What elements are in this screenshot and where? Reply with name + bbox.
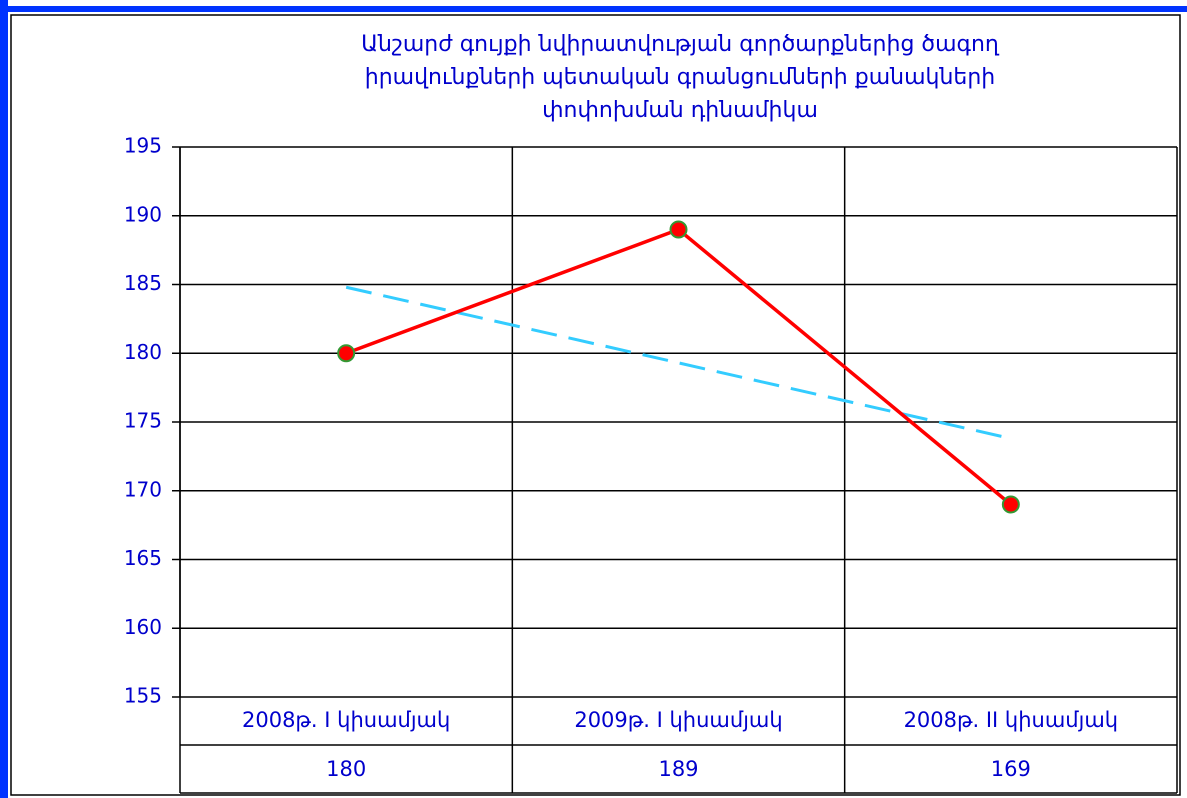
table-value: 180: [326, 757, 366, 781]
title-line: փոփոխման դինամիկա: [542, 98, 818, 123]
chart-area: [10, 14, 1181, 796]
table-value: 169: [991, 757, 1031, 781]
table-value: 189: [658, 757, 698, 781]
y-tick-label: 165: [124, 546, 162, 570]
y-tick-label: 185: [124, 271, 162, 295]
left-frame: [0, 0, 8, 798]
marker: [669, 220, 688, 239]
top-frame: [0, 6, 1187, 12]
title-line: իրավունքների պետական գրանցումների քանակն…: [365, 65, 995, 90]
marker: [1001, 495, 1020, 514]
y-tick-label: 190: [124, 202, 162, 226]
x-tick-label: 2008թ. II կիսամյակ: [904, 708, 1119, 732]
y-tick-label: 195: [124, 134, 162, 158]
y-tick-label: 175: [124, 409, 162, 433]
chart-title: Անշարժ գույքի նվիրատվության գործարքներից…: [361, 32, 1000, 123]
y-tick-label: 180: [124, 340, 162, 364]
y-tick-label: 170: [124, 477, 162, 501]
y-tick-label: 160: [124, 615, 162, 639]
x-tick-label: 2008թ. I կիսամյակ: [242, 708, 450, 732]
y-tick-label: 155: [124, 684, 162, 708]
x-tick-label: 2009թ. I կիսամյակ: [574, 708, 782, 732]
marker: [337, 344, 356, 363]
title-line: Անշարժ գույքի նվիրատվության գործարքներից…: [361, 32, 1000, 57]
